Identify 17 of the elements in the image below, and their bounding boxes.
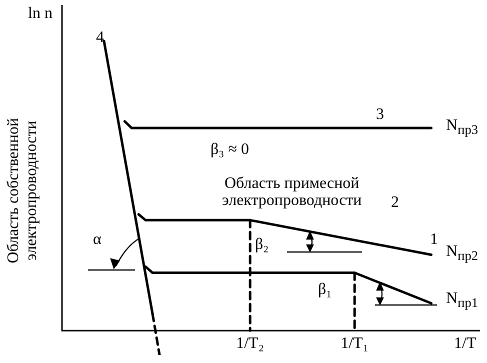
x-tick-label: 1/T₁	[340, 334, 368, 352]
annotation: α	[93, 231, 102, 249]
annotation: 1	[430, 231, 438, 249]
annotation: 2	[391, 194, 399, 212]
x-axis-title: 1/T	[454, 334, 476, 352]
annotation: N$_{пр2}$	[446, 242, 478, 264]
annotation: Область примесной электропроводности	[222, 174, 362, 210]
annotation: N$_{пр1}$	[446, 290, 478, 310]
annotation: N$_{пр3}$	[446, 116, 478, 138]
y-axis-title: ln n	[28, 5, 52, 23]
x-tick-label: 1/T₂	[236, 334, 264, 352]
annotation: β₃ ≈ 0	[210, 141, 249, 159]
annotation: β₁	[318, 281, 332, 299]
annotation: 3	[376, 106, 384, 124]
text: Область собственной электропроводности	[4, 117, 40, 263]
annotation: 4	[96, 29, 104, 47]
annotation: β₂	[255, 236, 269, 254]
